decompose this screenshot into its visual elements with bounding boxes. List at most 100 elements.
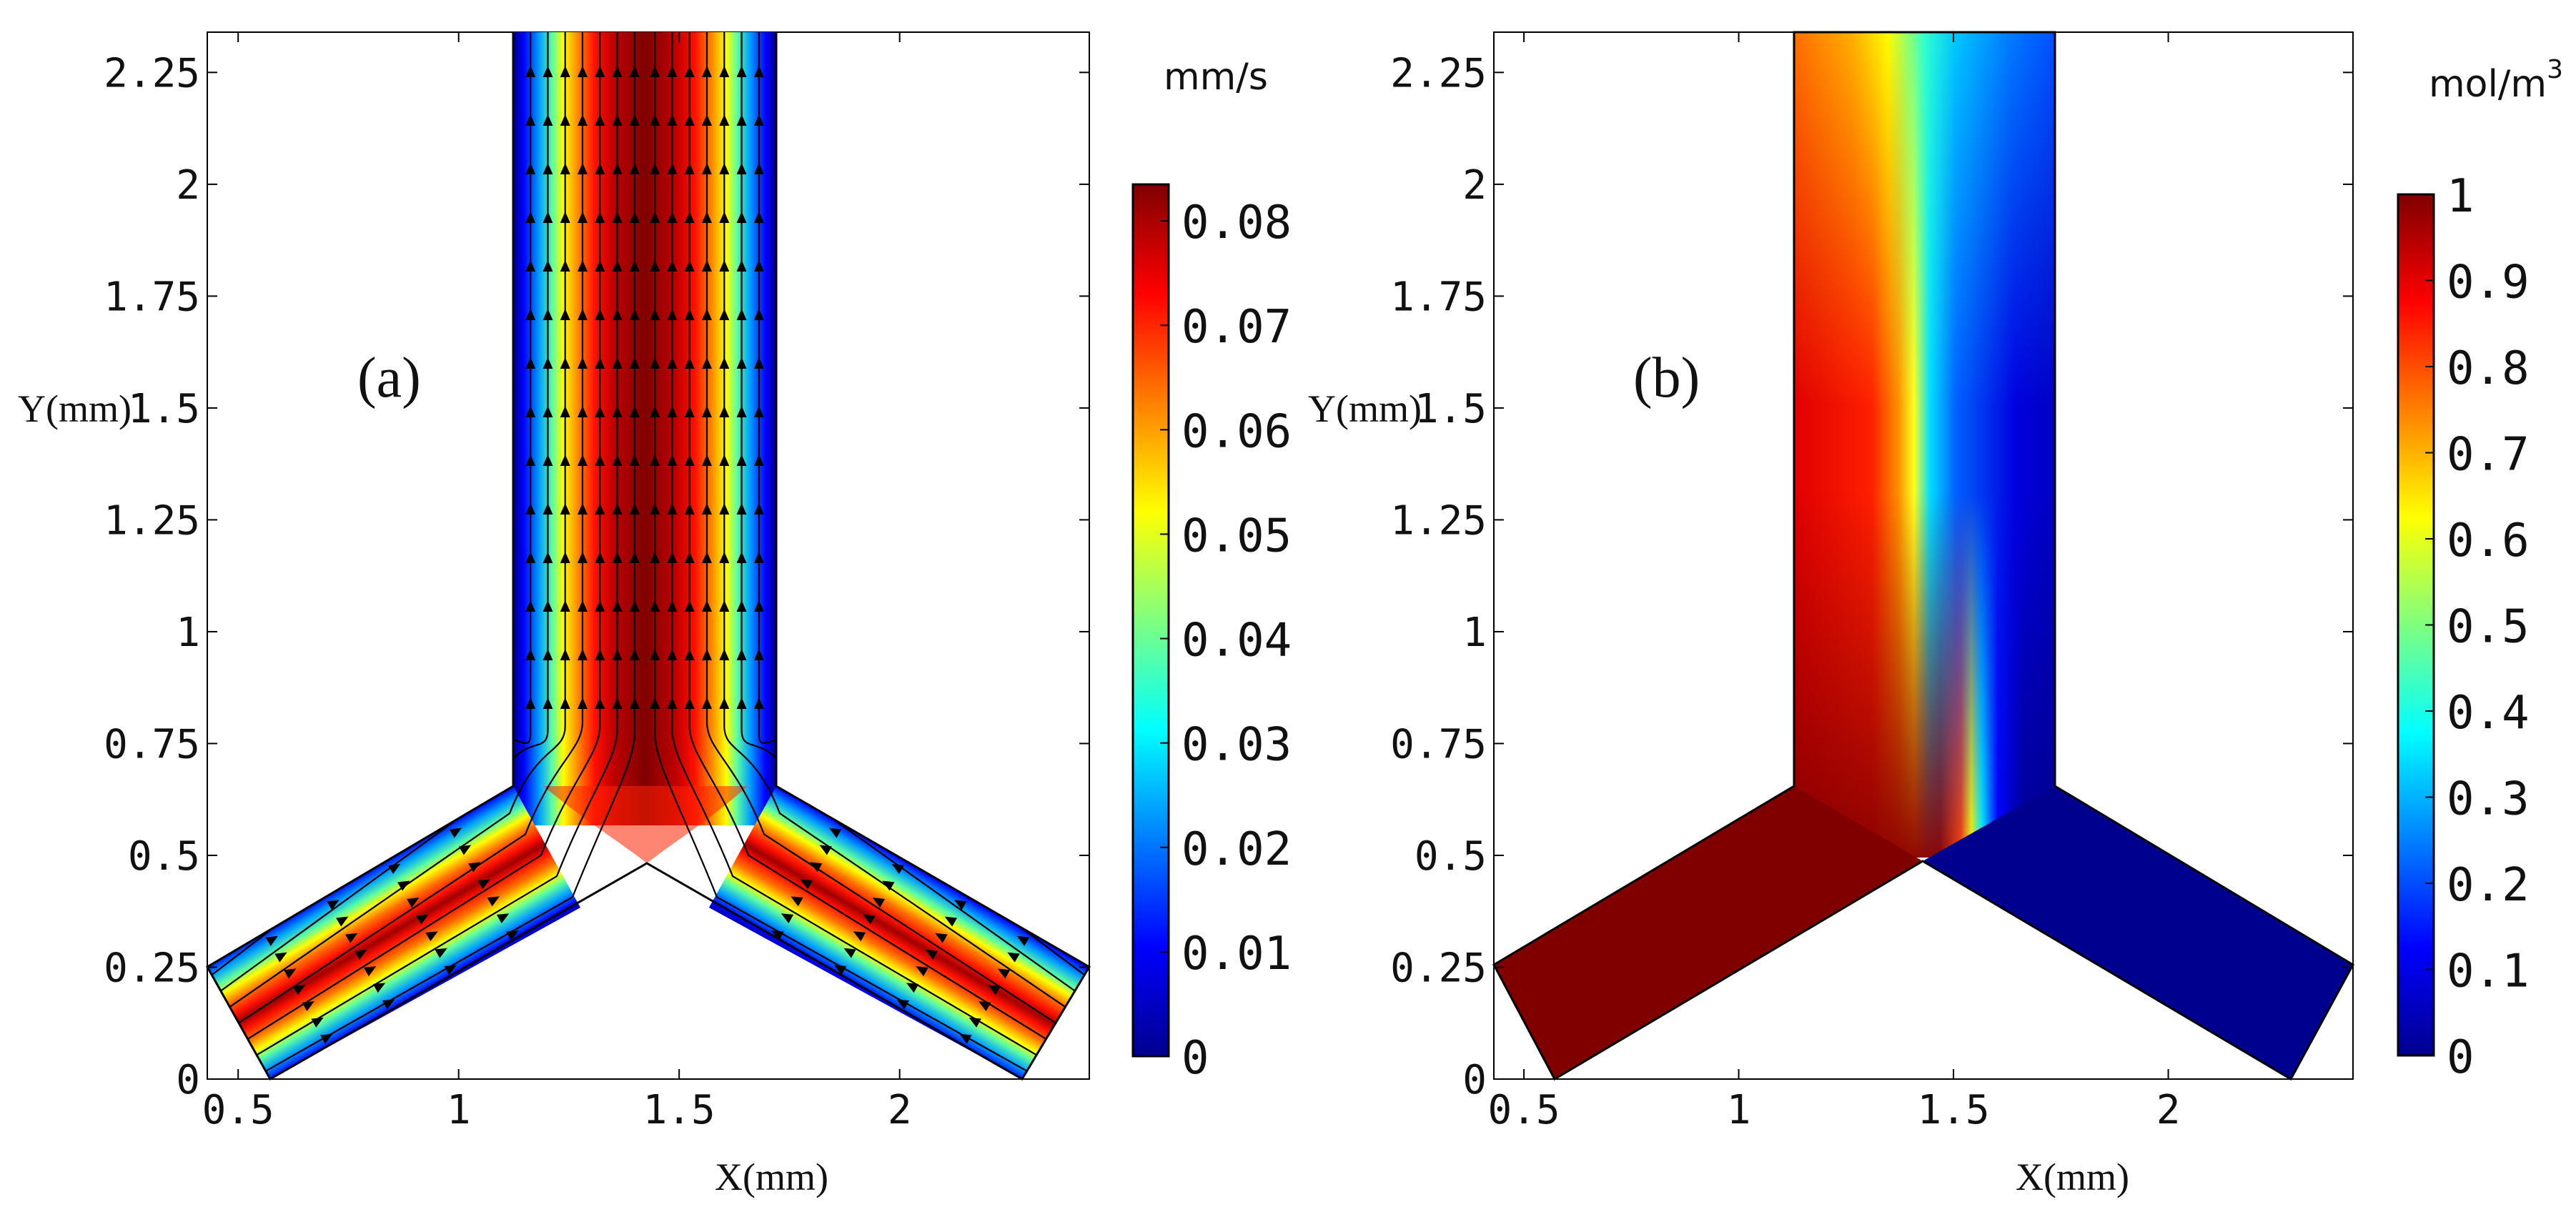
panel-a-label: (a) bbox=[357, 347, 421, 409]
colorbar-b-unit-exp: 3 bbox=[2547, 55, 2563, 84]
streamline-arrow bbox=[595, 454, 605, 466]
streamline-arrow bbox=[525, 114, 536, 126]
streamline-arrow bbox=[719, 114, 730, 126]
streamline-arrow bbox=[363, 966, 377, 977]
streamline-arrow bbox=[753, 309, 764, 320]
streamline-arrow bbox=[719, 406, 730, 417]
streamline-arrow bbox=[843, 948, 856, 958]
concentration-field bbox=[1492, 31, 2355, 1081]
streamline-arrow bbox=[650, 260, 660, 272]
streamline-arrow bbox=[578, 260, 588, 272]
streamline-arrow bbox=[667, 66, 678, 77]
streamline-arrow bbox=[702, 212, 712, 223]
streamline-arrow bbox=[684, 114, 695, 126]
streamline-arrow bbox=[629, 163, 640, 174]
streamline-arrow bbox=[719, 649, 730, 660]
streamline-arrow bbox=[629, 309, 640, 320]
streamline-arrow bbox=[667, 552, 678, 563]
streamline-arrow bbox=[612, 454, 623, 466]
streamline-arrow bbox=[506, 930, 519, 941]
streamline-arrow bbox=[719, 454, 730, 466]
streamline-arrow bbox=[425, 931, 438, 942]
y-tick-label: 0.25 bbox=[1390, 945, 1487, 991]
streamline-arrow bbox=[629, 600, 640, 612]
streamline-arrow bbox=[650, 552, 660, 563]
colorbar-tick-label: 0.2 bbox=[2447, 859, 2530, 912]
streamline-arrow bbox=[684, 309, 695, 320]
streamline-arrow bbox=[543, 309, 553, 320]
streamline bbox=[671, 32, 1037, 1056]
axes-a: 0.5 1 1.5 2 0 0.25 0.5 0.75 1 1.25 1.5 1.75 2 2.25 bbox=[104, 32, 1089, 1133]
streamline-arrow bbox=[578, 454, 588, 466]
streamline-arrow bbox=[719, 600, 730, 612]
streamline-arrow bbox=[753, 600, 764, 612]
streamline-arrow bbox=[407, 898, 420, 908]
streamline-arrow bbox=[719, 260, 730, 272]
colorbar-b-ticks: 0 0.1 0.2 0.3 0.4 0.5 0.6 0.7 0.8 0.9 1 bbox=[2425, 170, 2530, 1084]
x-axis-label-a: X(mm) bbox=[715, 1156, 828, 1198]
streamline-arrow bbox=[753, 66, 764, 77]
colorbar-tick-label: 0.5 bbox=[2447, 601, 2530, 654]
streamline-arrow bbox=[833, 965, 847, 975]
streamline-arrow bbox=[525, 309, 536, 320]
streamline-arrow bbox=[667, 454, 678, 466]
streamline-arrow bbox=[1016, 935, 1030, 946]
streamline-arrow bbox=[578, 212, 588, 223]
streamline-arrow bbox=[578, 114, 588, 126]
streamline-arrow bbox=[736, 406, 747, 417]
streamline-arrow bbox=[336, 916, 349, 927]
streamline-arrow bbox=[702, 454, 712, 466]
x-tick-label: 1.5 bbox=[643, 1087, 715, 1133]
panel-b: 0.5 1 1.5 2 0 0.25 0.5 0.75 1 1.25 1.5 1.75 2 2.25 (b… bbox=[1308, 31, 2563, 1198]
streamline-arrow bbox=[543, 66, 553, 77]
streamline-arrow bbox=[684, 406, 695, 417]
y-tick-label: 0 bbox=[1462, 1057, 1487, 1103]
streamline-arrow bbox=[944, 916, 958, 927]
streamline-arrow bbox=[487, 896, 500, 907]
streamline-arrow bbox=[578, 163, 588, 174]
streamline-arrow bbox=[274, 952, 287, 963]
y-axis-label-a: Y(mm) bbox=[18, 387, 132, 430]
streamline-arrow bbox=[578, 406, 588, 417]
y-tick-label: 1.5 bbox=[1415, 386, 1487, 432]
streamline-arrow bbox=[702, 649, 712, 660]
y-tick-label: 2.25 bbox=[104, 50, 200, 96]
streamline-arrow bbox=[595, 406, 605, 417]
streamline-arrow bbox=[612, 552, 623, 563]
streamline-arrow bbox=[791, 896, 803, 907]
streamline-arrow bbox=[560, 66, 570, 77]
streamline bbox=[688, 32, 1047, 1040]
streamline-arrow bbox=[354, 949, 367, 960]
streamline-arrow bbox=[650, 66, 660, 77]
colorbar-a-gradient bbox=[1131, 183, 1170, 1058]
streamline-arrow bbox=[525, 697, 536, 709]
streamline-arrow bbox=[311, 1017, 324, 1028]
streamline-arrow bbox=[496, 913, 510, 924]
streamline-arrow bbox=[595, 697, 605, 709]
streamline-arrow bbox=[719, 552, 730, 563]
streamline-arrow bbox=[327, 900, 340, 910]
streamline-arrow bbox=[667, 163, 678, 174]
streamline-arrow bbox=[595, 309, 605, 320]
streamline-arrow bbox=[702, 697, 712, 709]
streamline-arrow bbox=[702, 163, 712, 174]
streamline-arrow bbox=[612, 503, 623, 515]
channel-outline-a bbox=[205, 32, 1091, 1081]
streamline-arrow bbox=[882, 880, 895, 891]
colorbar-tick-label: 0.9 bbox=[2447, 257, 2530, 309]
streamline-arrow bbox=[560, 600, 570, 612]
streamline-arrow bbox=[416, 914, 429, 925]
streamline-arrow bbox=[753, 552, 764, 563]
y-tick-label: 1 bbox=[176, 610, 200, 656]
streamline-arrow bbox=[320, 1033, 333, 1044]
streamline-arrow bbox=[736, 697, 747, 709]
streamline-arrow bbox=[702, 309, 712, 320]
streamline-arrow bbox=[595, 552, 605, 563]
streamline-arrow bbox=[650, 114, 660, 126]
streamline-arrow bbox=[612, 649, 623, 660]
streamline-arrow bbox=[719, 309, 730, 320]
streamline-arrow bbox=[667, 406, 678, 417]
streamline-arrow bbox=[906, 983, 919, 993]
streamline-arrow bbox=[753, 697, 764, 709]
colorbar-tick-label: 0.01 bbox=[1182, 928, 1292, 980]
